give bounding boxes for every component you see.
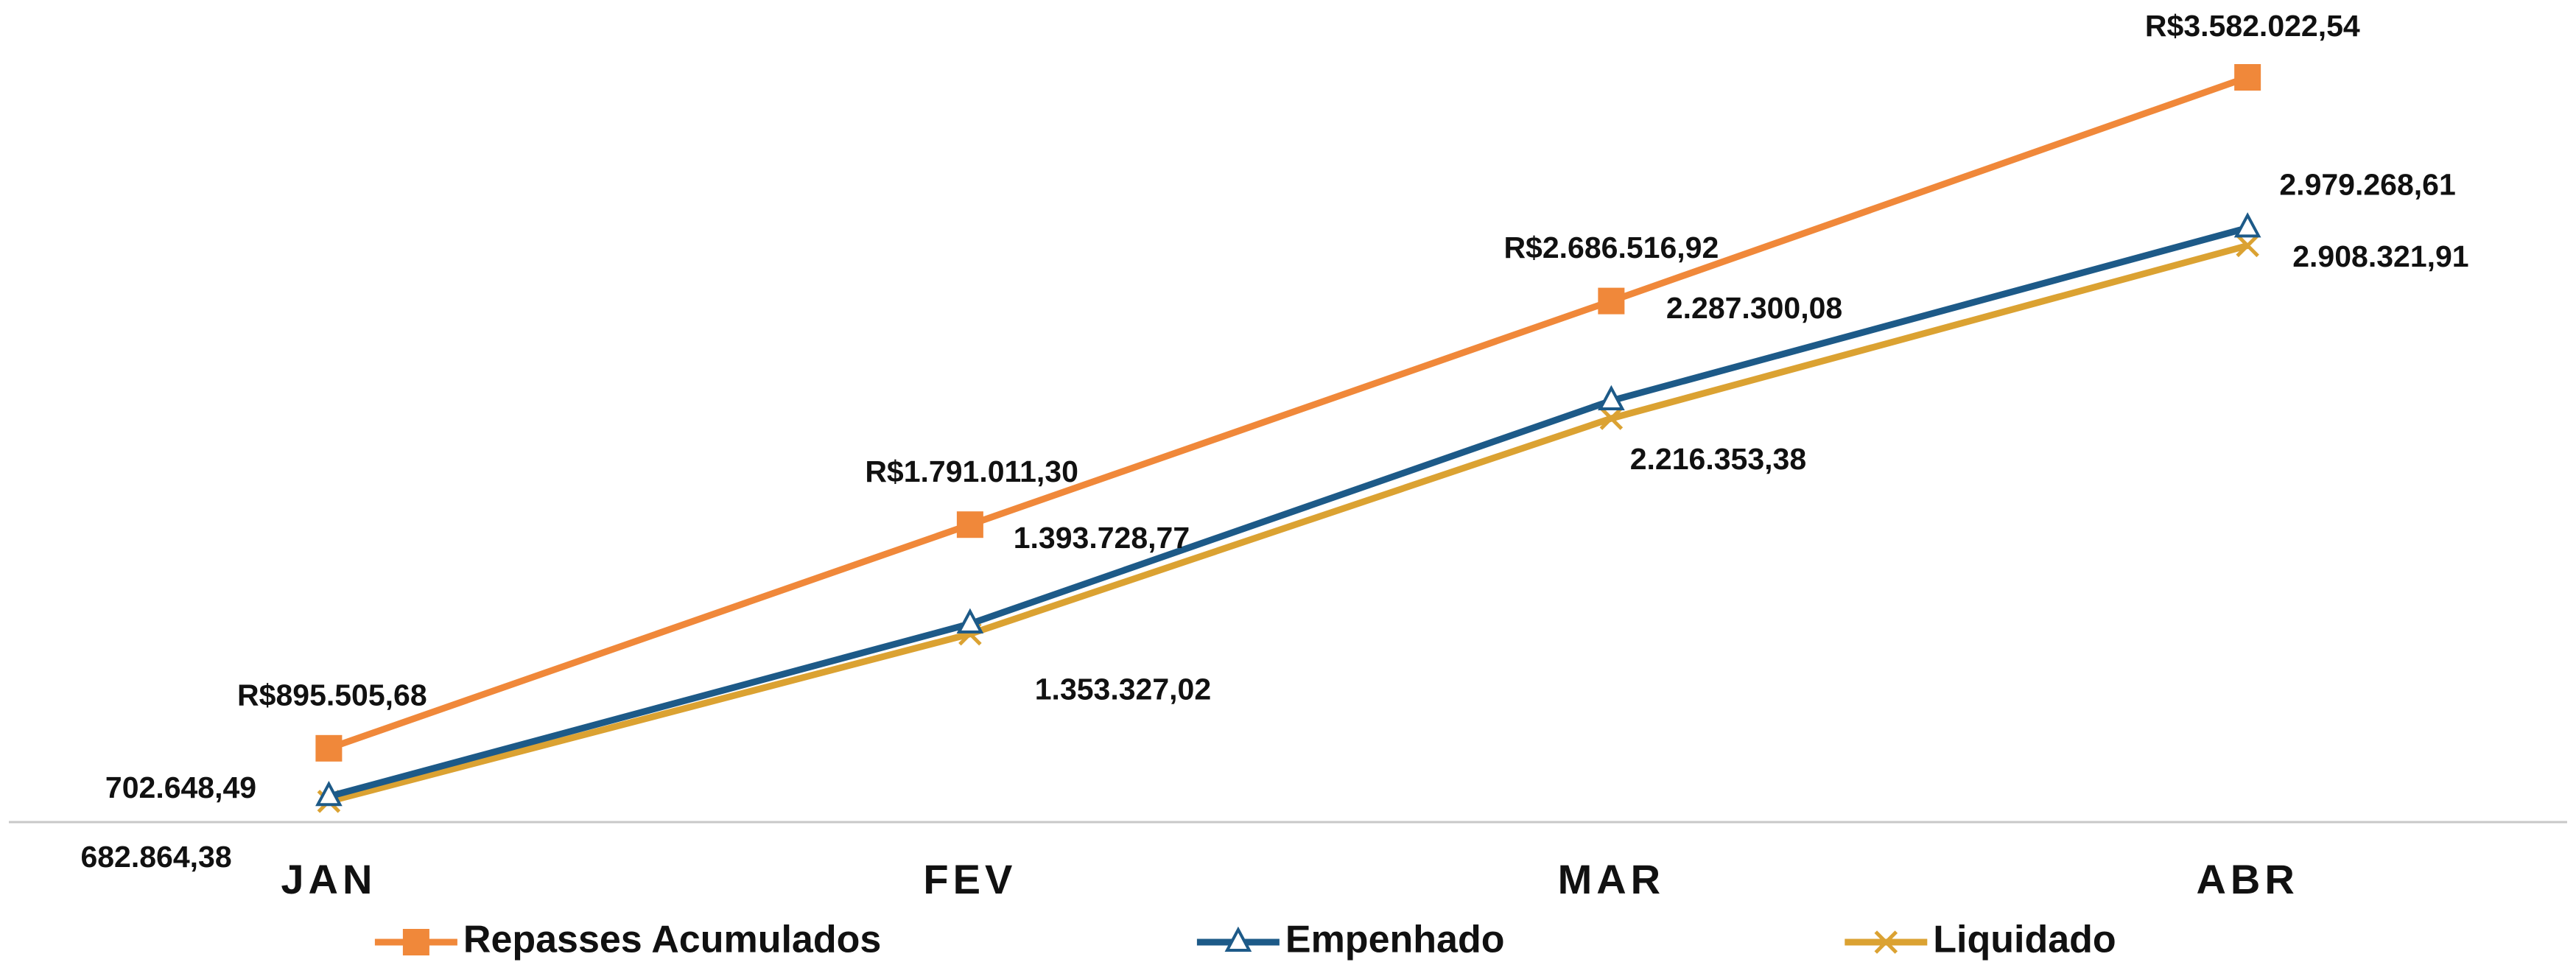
data-point	[2234, 63, 2261, 91]
data-label: 702.648,49	[105, 771, 256, 804]
data-label: 1.393.728,77	[1014, 521, 1190, 555]
data-point	[315, 780, 343, 807]
data-point	[315, 734, 343, 762]
data-label: R$3.582.022,54	[2145, 9, 2360, 43]
data-point	[1598, 385, 1625, 410]
x-tick-label: FEV	[923, 856, 1017, 902]
data-point	[956, 511, 983, 538]
data-label: 2.216.353,38	[1630, 442, 1806, 476]
data-label: 1.353.327,02	[1035, 673, 1211, 706]
data-point	[2236, 234, 2259, 258]
x-tick-label: ABR	[2196, 856, 2298, 902]
series-line	[327, 74, 2249, 752]
data-label: 2.287.300,08	[1666, 291, 1842, 325]
series-line	[328, 242, 2249, 805]
legend-label: Liquidado	[1933, 919, 2116, 961]
x-tick-label: MAR	[1558, 856, 1666, 902]
data-point	[956, 608, 984, 634]
legend-label: Repasses Acumulados	[463, 919, 881, 961]
data-label: R$2.686.516,92	[1503, 231, 1719, 264]
legend-label: Empenhado	[1285, 919, 1505, 961]
data-point	[1598, 287, 1625, 315]
data-label: 2.908.321,91	[2292, 239, 2468, 273]
data-label: R$1.791.011,30	[865, 455, 1078, 488]
series-line	[328, 225, 2249, 800]
data-label: 682.864,38	[80, 840, 231, 874]
data-label: 2.979.268,61	[2279, 167, 2455, 201]
legend-marker	[1874, 930, 1898, 954]
data-point	[2233, 212, 2261, 238]
data-label: R$895.505,68	[237, 678, 427, 712]
data-point	[1599, 407, 1624, 430]
legend-marker	[402, 929, 429, 955]
x-tick-label: JAN	[281, 856, 376, 902]
legend-marker	[1224, 926, 1252, 952]
